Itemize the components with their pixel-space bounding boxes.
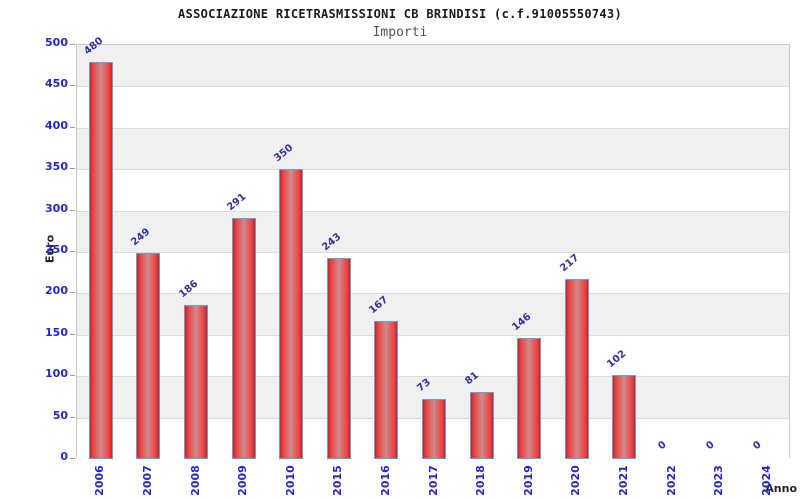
y-tick-mark xyxy=(70,333,75,335)
y-tick-label: 300 xyxy=(45,201,68,215)
x-tick-label-text: 2010 xyxy=(283,464,297,496)
x-tick-label: 2024 xyxy=(748,461,784,499)
y-tick-mark xyxy=(70,251,75,252)
x-tick-label-text: 2018 xyxy=(474,464,488,496)
x-tick-label-text: 2017 xyxy=(426,464,440,496)
y-tick-mark xyxy=(70,168,75,170)
gridline xyxy=(77,169,789,171)
x-tick-label: 2010 xyxy=(272,461,308,499)
gridline xyxy=(77,127,789,129)
x-tick-label-text: 2023 xyxy=(712,464,726,496)
y-tick-mark xyxy=(70,209,75,211)
x-tick-label-text: 2019 xyxy=(521,464,535,496)
x-tick-label-text: 2009 xyxy=(236,464,250,496)
y-tick-mark xyxy=(70,126,75,128)
bar xyxy=(184,304,208,459)
y-tick-mark xyxy=(70,458,75,459)
x-tick-label-text: 2021 xyxy=(616,464,630,496)
y-tick-label: 150 xyxy=(45,325,68,339)
x-tick-label-text: 2008 xyxy=(188,464,202,496)
x-tick-label-text: 2022 xyxy=(664,464,678,496)
gridline xyxy=(77,210,789,212)
x-tick-label: 2022 xyxy=(653,461,689,499)
x-tick-label: 2008 xyxy=(177,461,213,499)
grid-band xyxy=(77,127,789,170)
grid-band xyxy=(77,169,789,211)
y-tick-mark xyxy=(70,44,75,45)
y-tick-label: 400 xyxy=(45,118,68,132)
plot-area: 480 249 186 291 350 243 167 73 81 146 217 102 0 0 0 xyxy=(76,35,790,459)
x-tick-label: 2006 xyxy=(82,461,118,499)
grid-band xyxy=(77,210,789,252)
x-tick-label-text: 2015 xyxy=(331,464,345,496)
y-tick-label: 100 xyxy=(45,367,68,381)
bar xyxy=(517,338,542,459)
x-tick-label-text: 2006 xyxy=(93,464,107,496)
y-tick-label: 500 xyxy=(45,36,68,49)
gridline xyxy=(77,376,789,378)
x-tick-label: 2017 xyxy=(415,461,451,499)
y-tick-label: 50 xyxy=(52,408,68,422)
x-tick-label: 2023 xyxy=(701,461,737,499)
x-axis-title: Anno xyxy=(765,482,797,495)
x-tick-label-text: 2016 xyxy=(378,464,392,496)
gridline xyxy=(77,293,789,295)
x-tick-label: 2016 xyxy=(367,461,403,499)
bar xyxy=(612,374,637,459)
y-tick-mark xyxy=(70,85,75,87)
chart-subtitle: Importi xyxy=(372,25,428,40)
bar xyxy=(88,61,113,459)
x-tick-label: 2020 xyxy=(558,461,594,499)
x-tick-label: 2015 xyxy=(320,461,356,499)
y-tick-label: 200 xyxy=(45,284,68,298)
x-tick-label: 2019 xyxy=(510,461,546,499)
bar xyxy=(469,391,494,459)
gridline xyxy=(77,334,789,336)
bar xyxy=(136,252,161,459)
bar xyxy=(564,279,589,459)
bar xyxy=(231,218,256,459)
x-tick-label-text: 2024 xyxy=(759,464,773,496)
gridline xyxy=(77,252,789,253)
bar xyxy=(422,398,446,459)
y-tick-label: 0 xyxy=(60,450,68,463)
y-tick-label: 350 xyxy=(45,160,68,174)
y-tick-mark xyxy=(70,416,75,418)
x-tick-label-text: 2020 xyxy=(569,464,583,496)
gridline xyxy=(77,86,789,88)
y-tick-mark xyxy=(70,292,75,294)
chart-title: ASSOCIAZIONE RICETRASMISSIONI CB BRINDIS… xyxy=(178,7,622,21)
grid-band xyxy=(77,45,789,87)
x-tick-label: 2018 xyxy=(463,461,499,499)
y-tick-label: 450 xyxy=(45,77,68,91)
x-tick-label: 2007 xyxy=(129,461,165,499)
x-tick-label: 2009 xyxy=(225,461,261,499)
x-tick-label-text: 2007 xyxy=(140,464,154,496)
grid-band xyxy=(77,86,789,128)
bar xyxy=(374,320,399,459)
bar xyxy=(326,257,351,459)
x-tick-label: 2021 xyxy=(605,461,641,499)
bar xyxy=(279,169,304,459)
y-tick-mark xyxy=(70,375,75,377)
y-tick-label: 250 xyxy=(45,243,68,256)
grid-band xyxy=(77,252,789,294)
